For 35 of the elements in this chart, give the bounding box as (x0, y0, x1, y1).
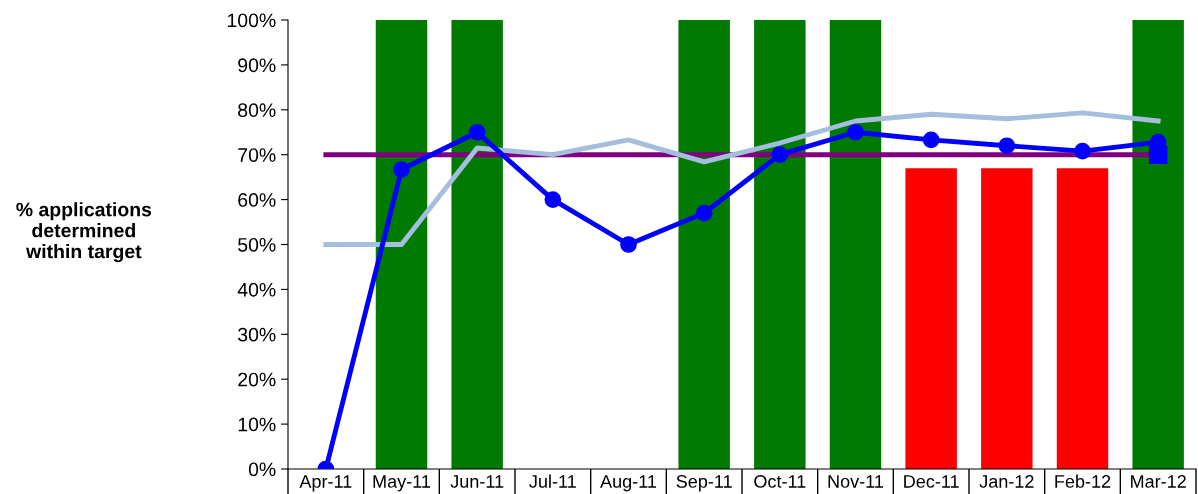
point (847, 123, 864, 141)
y-tick-label: 70% (238, 148, 276, 162)
point (695, 204, 713, 222)
y-tick-label: 30% (238, 327, 276, 342)
x-tick-label: Jan-12 (979, 475, 1034, 488)
point (922, 131, 940, 149)
x-tick-label: Mar-12 (1131, 475, 1186, 488)
x-tick-label: Jun-11 (450, 475, 504, 488)
y-tick-label: 90% (238, 58, 276, 73)
x-tick-label: Dec-11 (904, 475, 959, 488)
point (1074, 142, 1091, 160)
x-tick-label: Feb-12 (1055, 474, 1111, 488)
x-tick-label: May-11 (373, 475, 431, 492)
y-tick-label: 10% (238, 417, 276, 432)
point (468, 123, 486, 141)
x-tick-label: Jul-11 (529, 474, 576, 488)
x-tick-label: Apr-11 (299, 475, 352, 492)
point (393, 161, 410, 178)
x-tick-label: Nov-11 (828, 475, 884, 488)
point (544, 191, 562, 208)
x-tick-label: Oct-11 (754, 475, 806, 488)
y-tick-label: 0% (248, 462, 276, 477)
y-tick-label: 80% (238, 103, 276, 118)
point (998, 137, 1016, 155)
line-series (323, 110, 1161, 247)
y-tick-label: 20% (238, 372, 276, 387)
y-tick-label: 40% (237, 282, 276, 297)
y-tick-label: 100% (227, 13, 276, 28)
point (771, 146, 789, 164)
x-tick-label: Sep-11 (676, 475, 732, 492)
y-tick-label: 60% (238, 193, 276, 207)
y-axis-title: % applications determined within target (16, 202, 152, 263)
x-tick-label: Aug-11 (600, 475, 657, 492)
point (620, 236, 637, 253)
y-tick-label: 50% (238, 237, 276, 252)
